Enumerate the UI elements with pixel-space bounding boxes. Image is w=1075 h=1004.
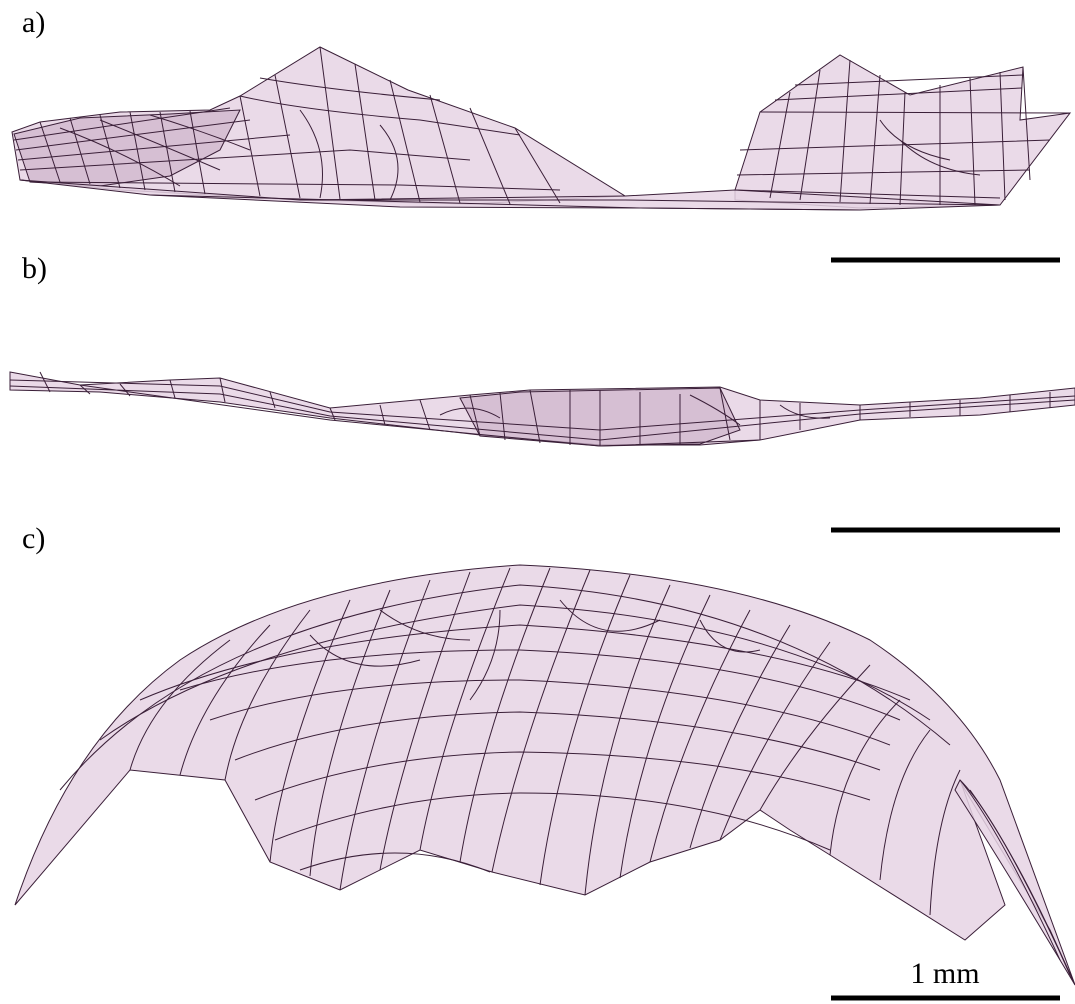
panel-a-label: a) — [22, 6, 45, 39]
panel-b: b) — [9, 252, 1075, 447]
scale-bar-label: 1 mm — [910, 957, 979, 990]
panel-a: a) — [11, 6, 1072, 211]
panel-c: c) — [14, 522, 1075, 986]
panel-c-label: c) — [22, 522, 45, 555]
panel-b-mesh — [9, 371, 1075, 447]
panel-b-label: b) — [22, 252, 47, 285]
panel-c-mesh — [14, 564, 1075, 986]
panel-a-mesh — [11, 46, 1072, 211]
